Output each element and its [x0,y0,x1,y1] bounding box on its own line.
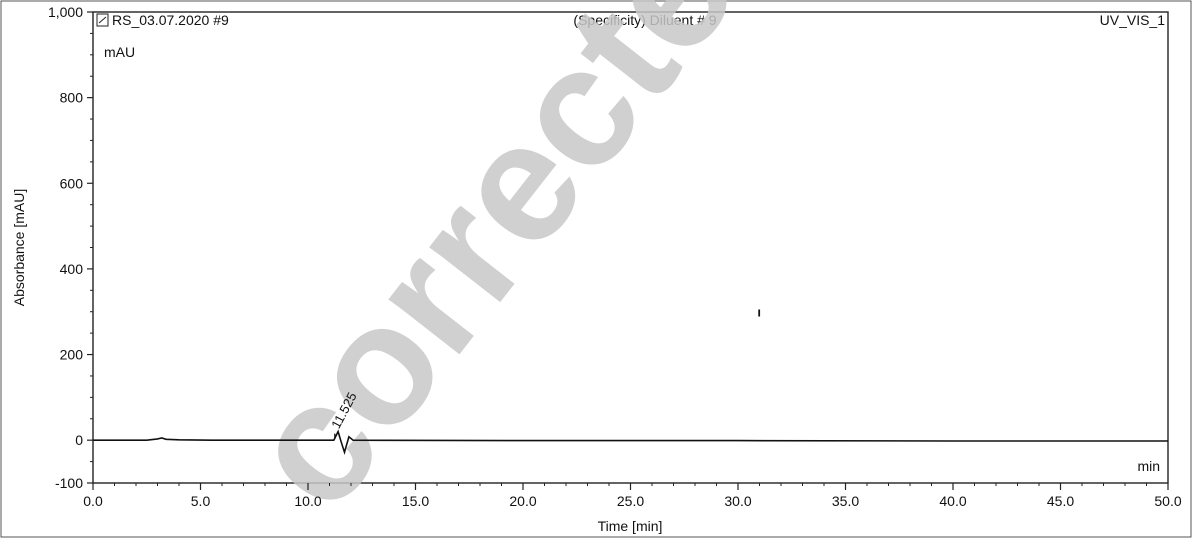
chart-title: (Specificity) Diluent # 9 [573,12,716,28]
x-tick-label: 15.0 [402,493,429,509]
y-tick-label: 0 [75,432,83,448]
x-tick-label: 10.0 [294,493,321,509]
y-tick-label: 600 [60,175,84,191]
x-tick-label: 50.0 [1154,493,1181,509]
y-tick-label: 800 [60,90,84,106]
x-tick-label: 20.0 [509,493,536,509]
x-tick-label: 45.0 [1047,493,1074,509]
x-tick-label: 0.0 [83,493,103,509]
x-tick-label: 5.0 [191,493,211,509]
channel-name: UV_VIS_1 [1100,12,1166,28]
y-tick-label: -100 [55,475,83,491]
sample-name: RS_03.07.2020 #9 [112,12,229,28]
series-line-0 [93,429,1168,455]
annotation-mark: ı [757,305,761,320]
chromatogram-icon-mark [98,16,107,24]
x-unit-label: min [1137,458,1160,474]
y-tick-label: 400 [60,261,84,277]
x-tick-label: 25.0 [617,493,644,509]
y-tick-label: 1,000 [48,4,83,20]
x-tick-label: 35.0 [832,493,859,509]
x-tick-label: 40.0 [939,493,966,509]
y-unit-label: mAU [104,44,135,60]
x-tick-label: 30.0 [724,493,751,509]
watermark-text: corrected [209,0,836,539]
x-axis-label: Time [min] [598,518,663,534]
y-tick-label: 200 [60,347,84,363]
chromatogram-icon [96,13,109,27]
y-axis-label: Absorbance [mAU] [11,189,27,307]
